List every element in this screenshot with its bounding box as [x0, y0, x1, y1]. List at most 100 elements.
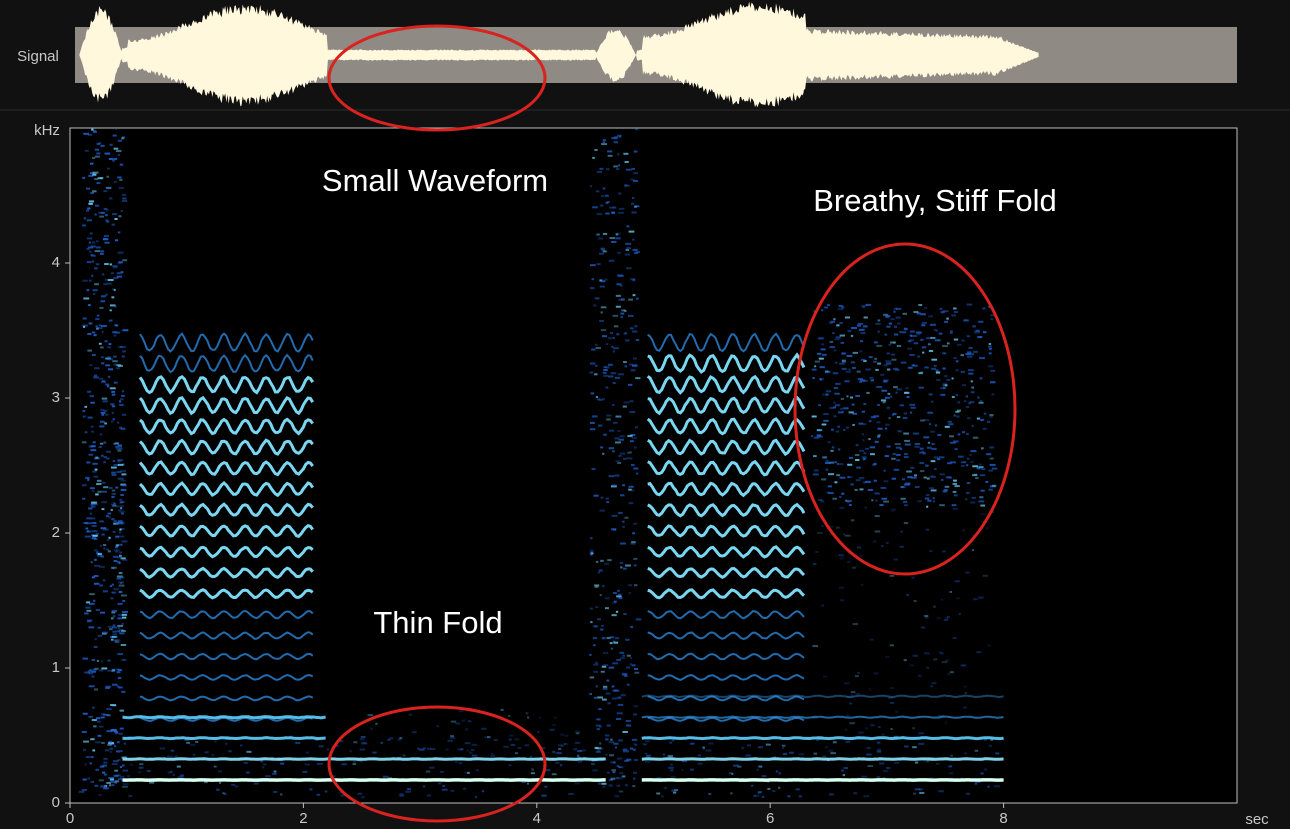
noise [920, 419, 925, 422]
noise [876, 421, 881, 424]
noise [341, 763, 347, 766]
noise [603, 366, 607, 369]
noise [611, 484, 617, 487]
noise [89, 162, 94, 165]
noise [643, 743, 647, 746]
noise [121, 199, 128, 202]
noise [589, 693, 593, 696]
noise [618, 298, 625, 301]
noise [613, 165, 618, 168]
noise [101, 533, 105, 536]
noise [612, 404, 615, 407]
noise [877, 362, 881, 365]
noise [102, 771, 106, 774]
noise [595, 560, 599, 563]
noise [481, 790, 485, 793]
noise [938, 332, 943, 335]
noise [789, 751, 794, 754]
noise [617, 251, 621, 254]
noise [85, 601, 91, 604]
noise [633, 522, 637, 525]
noise [138, 766, 144, 769]
noise [119, 163, 124, 166]
noise [812, 563, 817, 566]
noise [89, 172, 95, 175]
noise [399, 793, 404, 796]
noise [90, 245, 96, 248]
noise [753, 794, 756, 797]
noise [621, 775, 626, 778]
noise [630, 178, 635, 181]
noise [839, 506, 845, 509]
noise [116, 367, 120, 370]
noise [92, 173, 97, 176]
noise [914, 486, 920, 489]
noise [573, 748, 577, 751]
noise [816, 429, 823, 432]
noise [625, 168, 632, 171]
noise [632, 357, 637, 360]
noise [549, 728, 555, 731]
noise [957, 343, 962, 346]
noise [601, 698, 607, 701]
noise [903, 456, 909, 459]
noise [926, 666, 930, 669]
noise [103, 761, 108, 764]
noise [827, 525, 834, 528]
noise [111, 591, 116, 594]
noise [631, 364, 638, 367]
noise [111, 405, 116, 408]
noise [866, 747, 871, 750]
noise [932, 500, 936, 503]
noise [839, 557, 844, 560]
noise [846, 354, 853, 357]
noise [114, 218, 118, 221]
noise [186, 741, 190, 744]
noise [574, 741, 581, 744]
noise [946, 378, 951, 381]
noise [608, 784, 613, 787]
noise [88, 241, 91, 244]
noise [117, 444, 123, 447]
noise [816, 434, 822, 437]
noise [88, 322, 93, 325]
noise [86, 390, 92, 393]
noise [841, 359, 846, 362]
noise [635, 250, 641, 253]
noise [100, 420, 105, 423]
noise [99, 520, 104, 523]
noise [630, 464, 635, 467]
noise [86, 517, 92, 520]
noise [972, 325, 976, 328]
noise [625, 719, 631, 722]
noise [100, 300, 106, 303]
noise [899, 404, 905, 407]
noise [597, 749, 600, 752]
noise [216, 788, 220, 791]
noise [309, 788, 313, 791]
noise [111, 566, 117, 569]
noise [96, 554, 103, 557]
noise [112, 265, 118, 268]
noise [614, 136, 618, 139]
noise [94, 784, 99, 787]
noise [100, 555, 104, 558]
noise [978, 401, 984, 404]
noise [599, 594, 602, 597]
noise [606, 679, 610, 682]
noise [913, 364, 918, 367]
noise [905, 482, 911, 485]
noise [117, 741, 120, 744]
noise [825, 462, 831, 465]
noise [604, 734, 610, 737]
noise [833, 406, 837, 409]
noise [617, 134, 622, 137]
noise [884, 427, 888, 430]
noise [903, 432, 909, 435]
noise [105, 413, 109, 416]
noise [601, 636, 606, 639]
noise [88, 445, 94, 448]
noise [839, 496, 842, 499]
waveform-shape [79, 1, 1039, 108]
noise [111, 296, 115, 299]
